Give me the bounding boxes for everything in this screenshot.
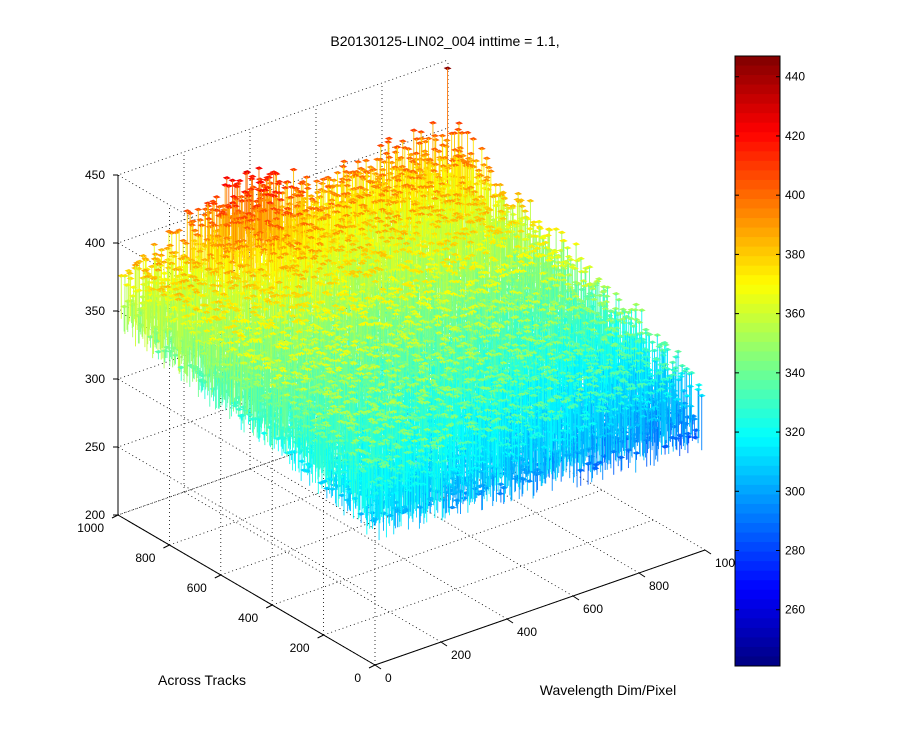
surface-cell [197, 223, 206, 228]
floor-grid-line [315, 445, 574, 597]
floor-grid-line [447, 399, 706, 551]
surface-cell [235, 178, 244, 183]
surface-cell [302, 175, 311, 180]
surface-cell [182, 241, 191, 246]
surface-cell [422, 152, 430, 157]
surface-cell [393, 145, 402, 149]
surface-cell [150, 242, 159, 247]
surface-cell [186, 211, 195, 216]
surface-cell [424, 136, 433, 141]
surface-cell [337, 180, 346, 184]
surface-cell [204, 217, 213, 221]
floor-grid-line [183, 491, 442, 643]
surface-cell [213, 208, 221, 213]
surface-cell [356, 166, 365, 171]
floor-grid-line [272, 489, 603, 606]
floor-grid-line [323, 519, 654, 636]
surface-cell [374, 177, 383, 181]
surface-cell [212, 195, 221, 199]
surface-plot [117, 66, 706, 541]
surface-cell [438, 133, 447, 138]
surface-cell [384, 136, 393, 141]
surface-cell [229, 194, 238, 199]
surface-cell [375, 157, 384, 162]
surface-cell [340, 159, 349, 164]
floor-grid-line [249, 468, 508, 620]
surface-cell [179, 238, 188, 243]
floor-grid-line [381, 422, 640, 574]
surface-cell [343, 183, 352, 188]
surface-cell [125, 271, 134, 276]
